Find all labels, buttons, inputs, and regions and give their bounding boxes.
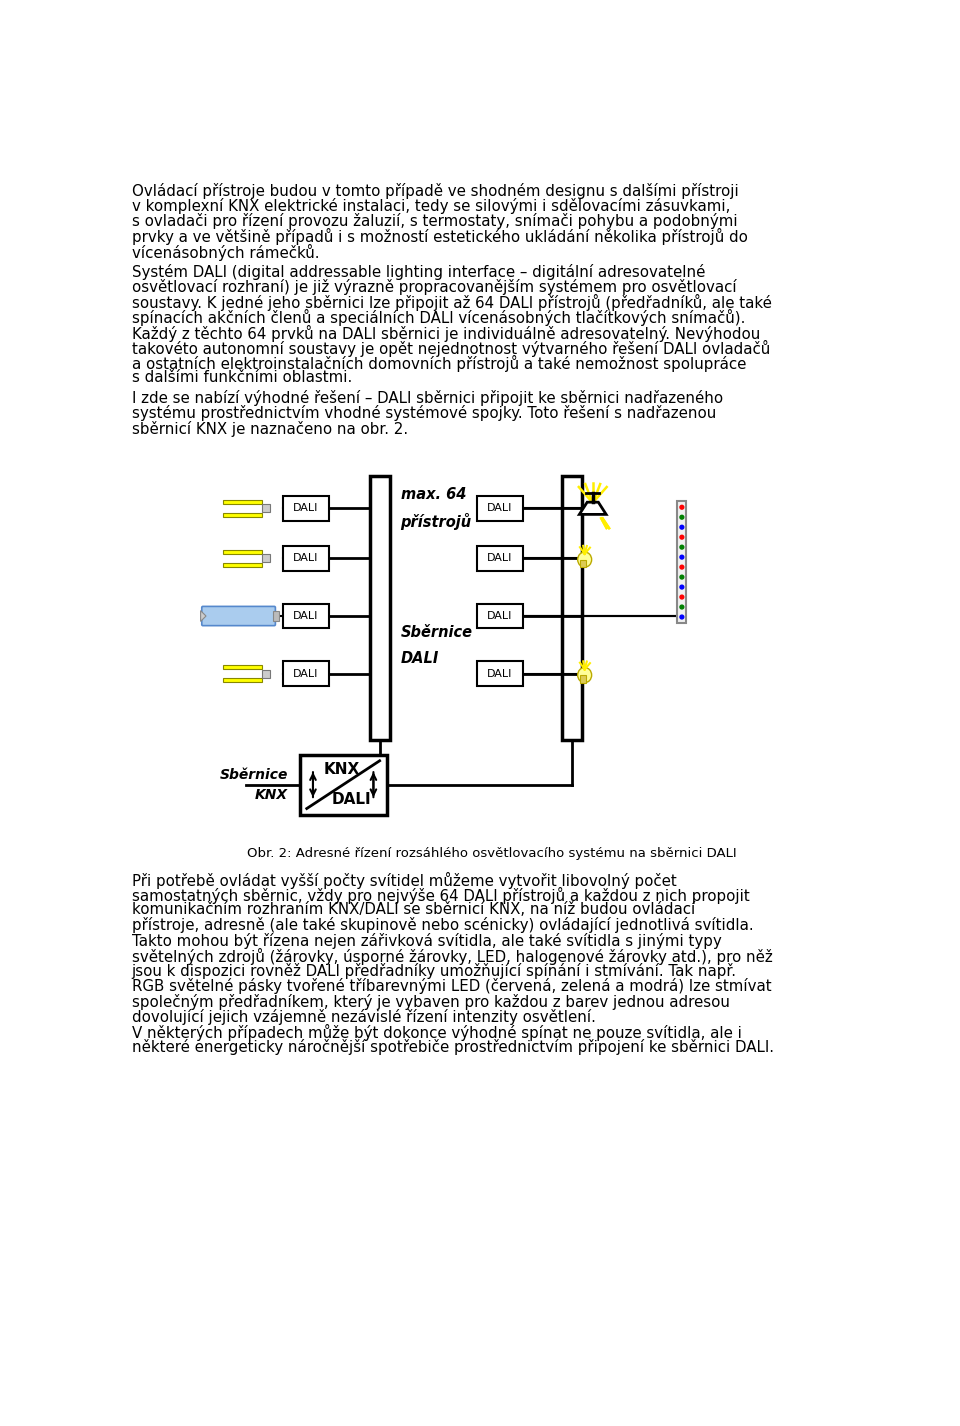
Text: společným předřadníkem, který je vybaven pro každou z barev jednou adresou: společným předřadníkem, který je vybaven… [132, 994, 730, 1010]
Text: DALI: DALI [400, 652, 439, 666]
Bar [370, 476, 390, 740]
Circle shape [680, 615, 684, 619]
Text: Sběrnice: Sběrnice [400, 625, 472, 639]
Text: vícenásobných rámečků.: vícenásobných rámečků. [132, 244, 319, 261]
Bar [476, 603, 523, 629]
Text: prvky a ve většině případů i s možností estetického ukládání několika přístrojů : prvky a ve většině případů i s možností … [132, 228, 748, 245]
Text: KNX: KNX [255, 787, 288, 801]
Text: DALI: DALI [487, 503, 513, 513]
Text: I zde se nabízí výhodné řešení – DALI sběrnici připojit ke sběrnici nadřazeného: I zde se nabízí výhodné řešení – DALI sb… [132, 391, 723, 406]
Text: Obr. 2: Adresné řízení rozsáhlého osvětlovacího systému na sběrnici DALI: Obr. 2: Adresné řízení rozsáhlého osvětl… [247, 847, 737, 860]
Text: jsou k dispozici rovněž DALI předřadníky umožňující spínání i stmívání. Tak např: jsou k dispozici rovněž DALI předřadníky… [132, 963, 736, 980]
Circle shape [680, 515, 684, 519]
Circle shape [680, 525, 684, 529]
Text: Sběrnice: Sběrnice [220, 767, 288, 781]
Bar [476, 662, 523, 686]
Bar [580, 674, 586, 683]
Bar [580, 559, 586, 568]
Polygon shape [201, 610, 206, 622]
Text: světelných zdrojů (žárovky, úsporné žárovky, LED, halogenové žárovky atd.), pro : světelných zdrojů (žárovky, úsporné žáro… [132, 948, 773, 965]
Text: Každý z těchto 64 prvků na DALI sběrnici je individuálně adresovatelný. Nevýhodo: Každý z těchto 64 prvků na DALI sběrnici… [132, 325, 760, 341]
Bar [283, 603, 329, 629]
Text: RGB světelné pásky tvořené tříbarevnými LED (červená, zelená a modrá) lze stmíva: RGB světelné pásky tvořené tříbarevnými … [132, 978, 771, 994]
Text: DALI: DALI [294, 553, 319, 563]
Text: max. 64: max. 64 [400, 488, 466, 502]
Ellipse shape [578, 552, 591, 568]
Text: DALI: DALI [294, 610, 319, 622]
Text: s ovladači pro řízení provozu žaluzií, s termostaty, snímači pohybu a podobnými: s ovladači pro řízení provozu žaluzií, s… [132, 212, 737, 230]
Circle shape [680, 555, 684, 559]
Circle shape [680, 565, 684, 569]
Circle shape [680, 575, 684, 579]
Text: DALI: DALI [487, 553, 513, 563]
Bar [223, 679, 262, 683]
Polygon shape [579, 502, 606, 515]
Bar [283, 662, 329, 686]
Bar [223, 549, 262, 553]
Circle shape [680, 585, 684, 589]
Text: systému prostřednictvím vhodné systémové spojky. Toto řešení s nadřazenou: systému prostřednictvím vhodné systémové… [132, 405, 716, 421]
Bar [262, 670, 270, 677]
Text: přístroje, adresně (ale také skupinově nebo scénicky) ovládající jednotlivá svít: přístroje, adresně (ale také skupinově n… [132, 917, 754, 934]
Circle shape [680, 505, 684, 509]
Text: přístrojů: přístrojů [400, 513, 471, 530]
Text: Ovládací přístroje budou v tomto případě ve shodném designu s dalšími přístroji: Ovládací přístroje budou v tomto případě… [132, 183, 738, 198]
Circle shape [680, 605, 684, 609]
Text: DALI: DALI [331, 791, 371, 807]
Text: soustavy. K jedné jeho sběrnici lze připojit až 64 DALI přístrojů (předřadníků, : soustavy. K jedné jeho sběrnici lze přip… [132, 294, 772, 311]
Text: Systém DALI (digital addressable lighting interface – digitální adresovatelné: Systém DALI (digital addressable lightin… [132, 264, 705, 279]
Ellipse shape [578, 667, 591, 683]
Circle shape [680, 545, 684, 549]
Bar [223, 563, 262, 568]
Text: takovéto autonomní soustavy je opět nejednotnost výtvarného řešení DALI ovladačů: takovéto autonomní soustavy je opět neje… [132, 339, 770, 356]
Text: Takto mohou být řízena nejen zářivková svítidla, ale také svítidla s jinými typy: Takto mohou být řízena nejen zářivková s… [132, 933, 721, 948]
Text: DALI: DALI [487, 610, 513, 622]
Bar [262, 555, 270, 562]
Circle shape [680, 595, 684, 599]
Bar [678, 501, 686, 623]
Bar [274, 612, 278, 620]
Bar [223, 499, 262, 503]
Bar [562, 476, 582, 740]
Text: v komplexní KNX elektrické instalaci, tedy se silovými i sdělovacími zásuvkami,: v komplexní KNX elektrické instalaci, te… [132, 198, 730, 214]
Text: DALI: DALI [294, 669, 319, 679]
Bar [283, 546, 329, 570]
Circle shape [680, 535, 684, 539]
Text: s dalšími funkčními oblastmi.: s dalšími funkčními oblastmi. [132, 371, 352, 385]
Text: některé energeticky náročnější spotřebiče prostřednictvím připojení ke sběrnici : některé energeticky náročnější spotřebič… [132, 1040, 774, 1055]
FancyBboxPatch shape [202, 606, 276, 626]
Bar [262, 505, 270, 512]
Text: DALI: DALI [294, 503, 319, 513]
Text: spínacích akčních členů a speciálních DALI vícenásobných tlačítkových snímačů).: spínacích akčních členů a speciálních DA… [132, 309, 745, 327]
Text: dovolující jejich vzájemně nezávislé řízení intenzity osvětlení.: dovolující jejich vzájemně nezávislé říz… [132, 1008, 595, 1025]
Text: DALI: DALI [487, 669, 513, 679]
Text: Při potřebě ovládat vyšší počty svítidel můžeme vytvořit libovolný počet: Při potřebě ovládat vyšší počty svítidel… [132, 871, 677, 888]
Bar [476, 546, 523, 570]
Text: a ostatních elektroinstalačních domovních přístrojů a také nemožnost spolupráce: a ostatních elektroinstalačních domovníc… [132, 355, 746, 372]
Text: V některých případech může být dokonce výhodné spínat ne pouze svítidla, ale i: V některých případech může být dokonce v… [132, 1024, 741, 1041]
Text: sběrnicí KNX je naznačeno na obr. 2.: sběrnicí KNX je naznačeno na obr. 2. [132, 421, 408, 436]
Text: samostatných sběrnic, vždy pro nejvýše 64 DALI přístrojů a každou z nich propoji: samostatných sběrnic, vždy pro nejvýše 6… [132, 887, 750, 904]
Bar [300, 754, 387, 814]
Bar [283, 496, 329, 520]
Text: osvětlovací rozhraní) je již výrazně propracovanějším systémem pro osvětlovací: osvětlovací rozhraní) je již výrazně pro… [132, 278, 736, 295]
Bar [223, 665, 262, 669]
Text: komunikačním rozhraním KNX/DALI se sběrnicí KNX, na níž budou ovládací: komunikačním rozhraním KNX/DALI se sběrn… [132, 903, 695, 917]
Bar [223, 513, 262, 516]
Bar [476, 496, 523, 520]
Text: KNX: KNX [324, 763, 360, 777]
